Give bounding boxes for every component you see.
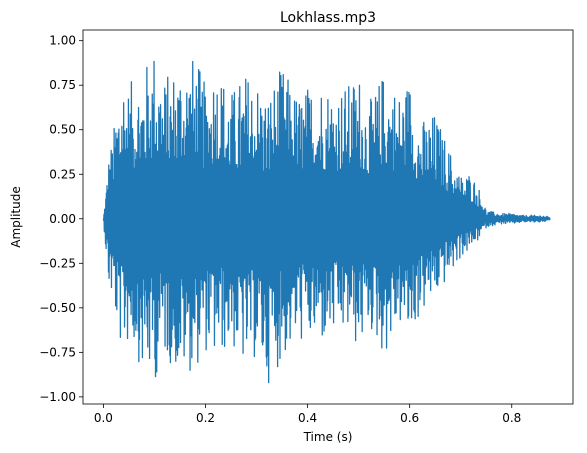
x-tick-label: 0.4 <box>298 411 317 425</box>
x-tick-label: 0.8 <box>502 411 521 425</box>
x-axis-label: Time (s) <box>303 430 353 444</box>
y-tick-label: 0.00 <box>49 212 76 226</box>
x-tick-label: 0.2 <box>196 411 215 425</box>
x-tick-label: 0.6 <box>400 411 419 425</box>
x-axis-ticks: 0.0 0.2 0.4 0.6 0.8 <box>94 404 521 425</box>
axes-frame <box>82 29 574 405</box>
y-tick-label: −0.75 <box>39 345 76 359</box>
y-axis-ticks: −1.00 −0.75 −0.50 −0.25 0.00 0.25 0.50 0.75 1.00 <box>39 34 83 404</box>
y-tick-label: 0.25 <box>49 167 76 181</box>
y-tick-label: −0.25 <box>39 256 76 270</box>
waveform-line <box>102 60 551 384</box>
chart-title: Lokhlass.mp3 <box>280 10 376 26</box>
x-tick-label: 0.0 <box>94 411 113 425</box>
y-tick-label: 1.00 <box>49 34 76 48</box>
plot-area <box>82 29 574 405</box>
y-tick-label: −1.00 <box>39 390 76 404</box>
y-tick-label: −0.50 <box>39 301 76 315</box>
y-axis-label: Amplitude <box>9 186 23 248</box>
y-tick-label: 0.75 <box>49 78 76 92</box>
y-tick-label: 0.50 <box>49 123 76 137</box>
